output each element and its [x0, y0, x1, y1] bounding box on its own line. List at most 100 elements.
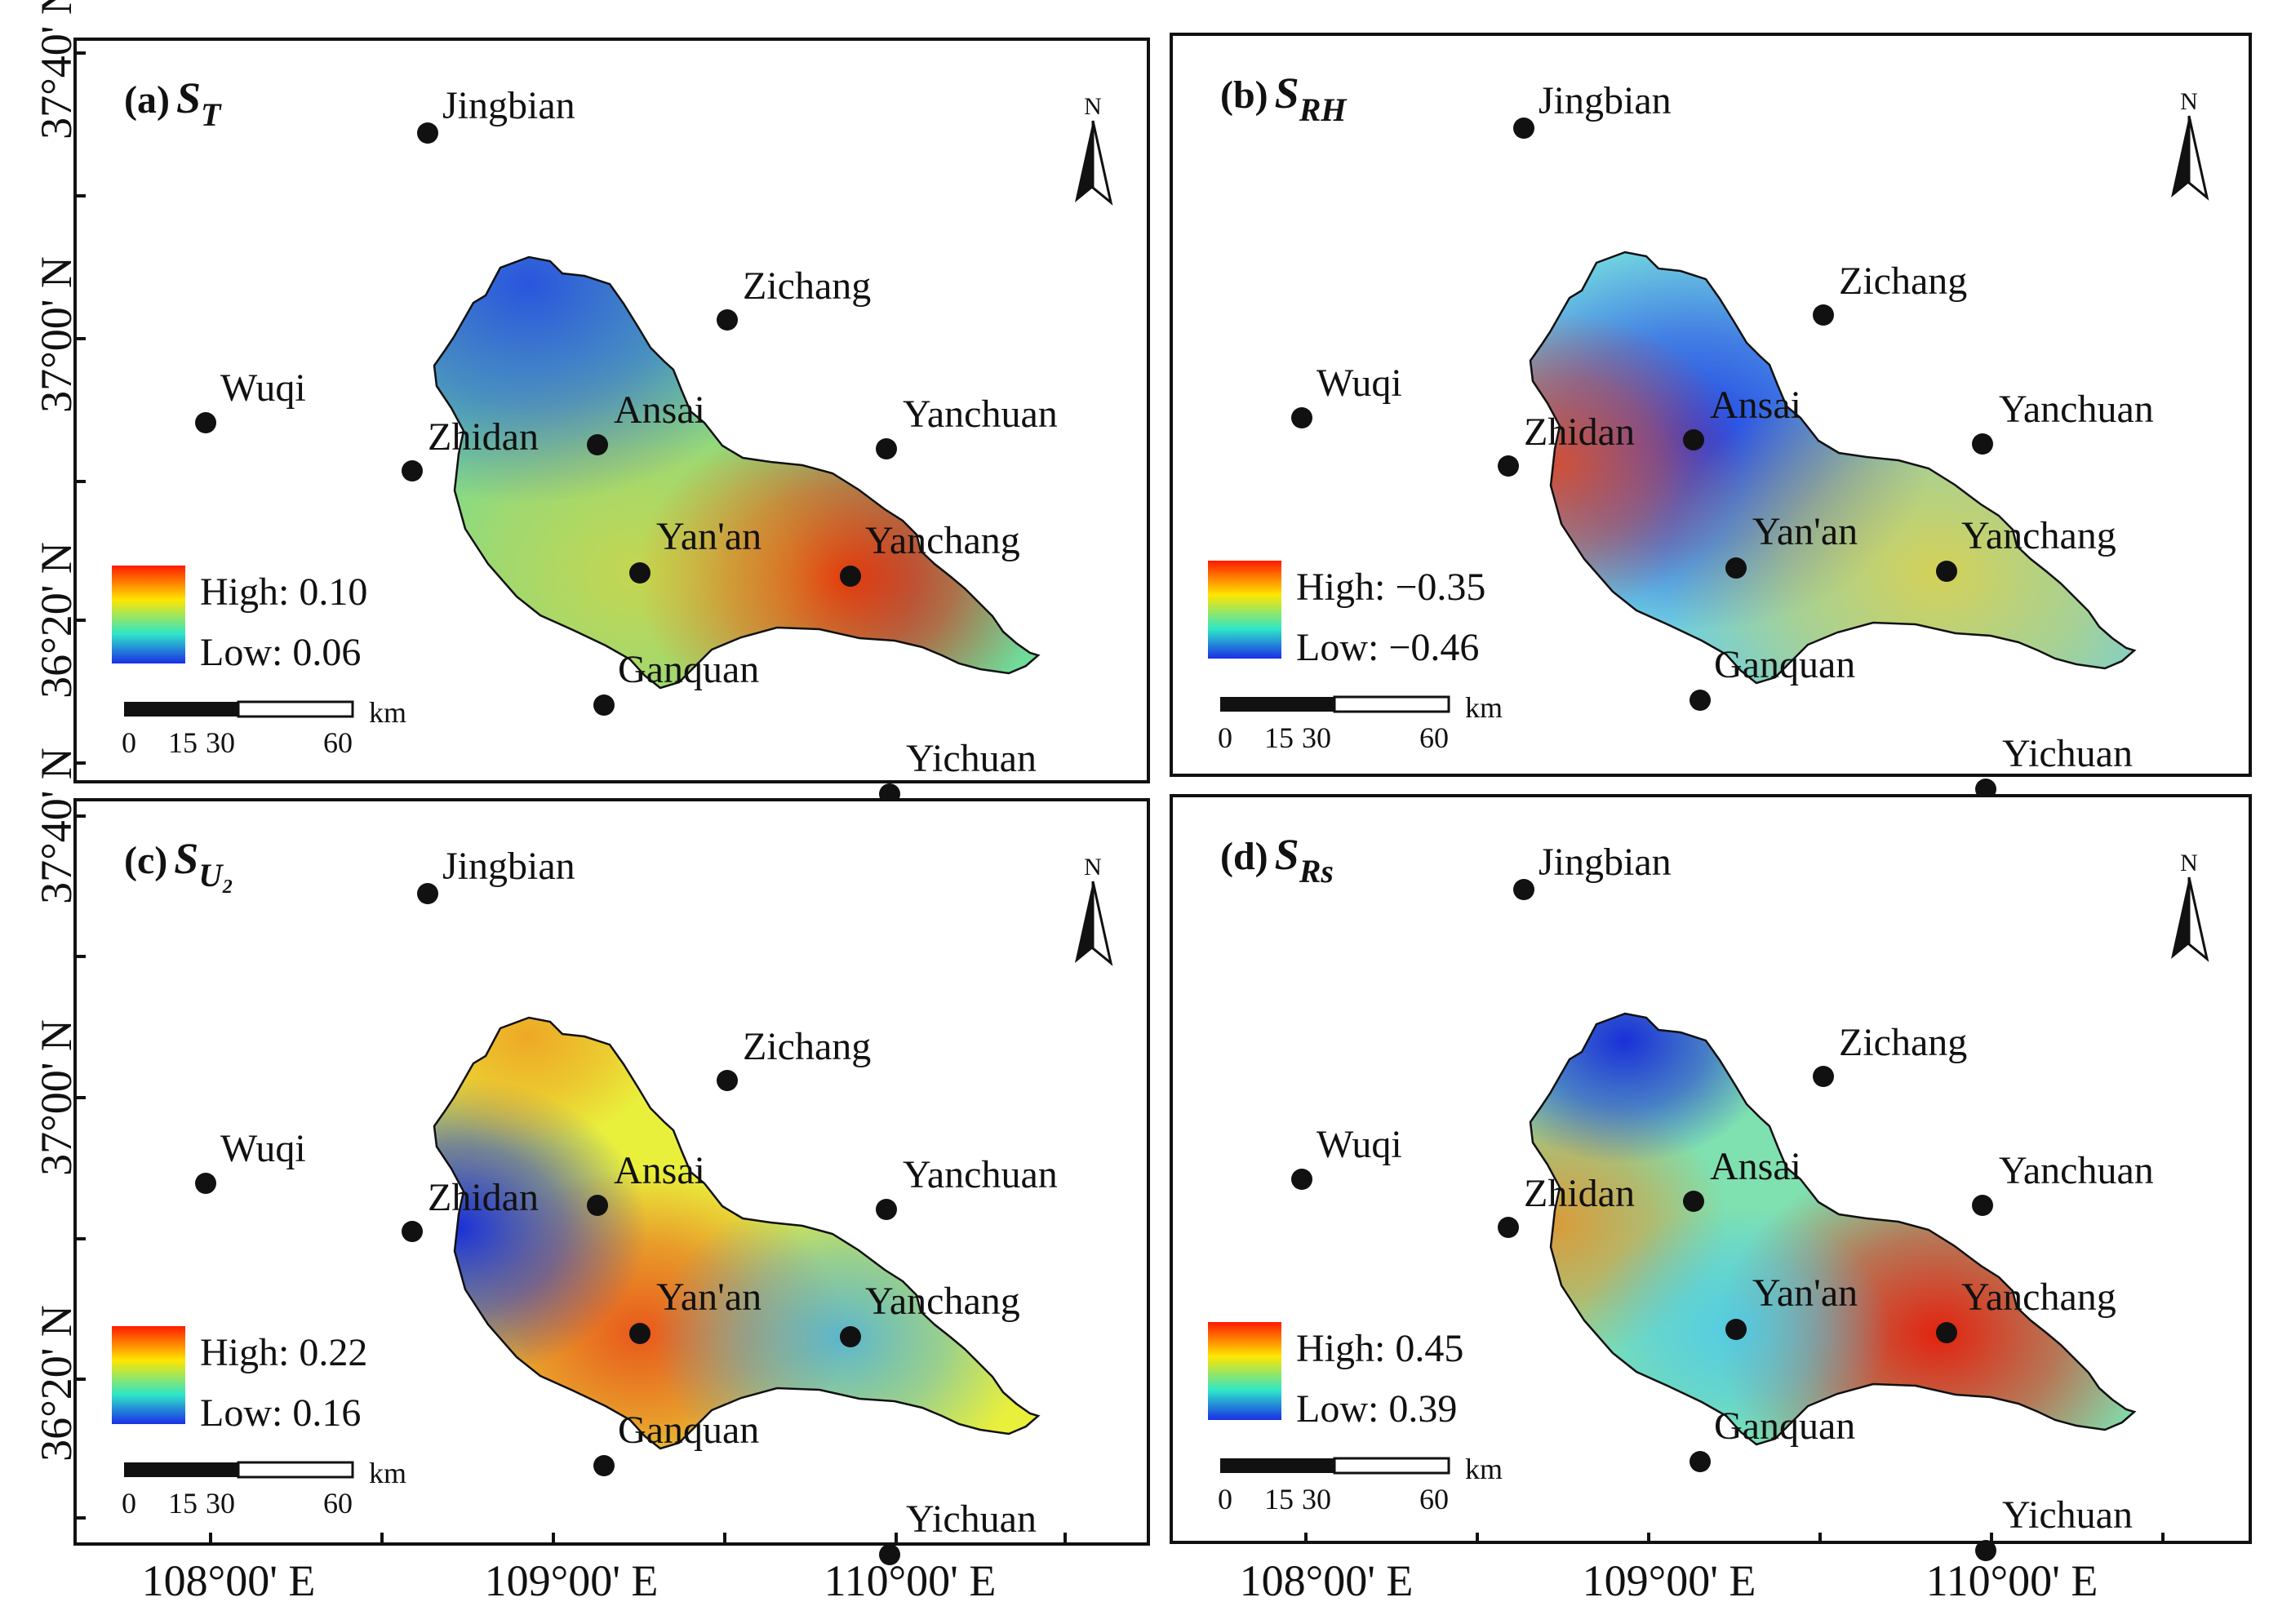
hotspot-n — [434, 1018, 665, 1147]
station-zichang-label: Zichang — [743, 1025, 871, 1068]
station-wuqi-label: Wuqi — [220, 366, 306, 410]
station-zichang-dot — [1813, 1066, 1834, 1087]
station-yanan-dot — [1725, 557, 1747, 579]
station-yichuan-label: Yichuan — [906, 737, 1037, 780]
scale-unit: km — [369, 1457, 406, 1489]
station-ganquan-label: Ganquan — [1714, 1404, 1855, 1448]
legend-high: High: 0.10 — [200, 570, 367, 614]
legend-low: Low: 0.16 — [200, 1391, 361, 1435]
station-ansai-dot — [1683, 1191, 1704, 1212]
station-yanan-label: Yan'an — [656, 1276, 762, 1319]
station-yanchang-label: Yanchang — [1961, 1276, 2116, 1319]
station-ganquan-label: Ganquan — [618, 1409, 759, 1452]
hotspot-nw — [1530, 1014, 1778, 1165]
legend-high: High: −0.35 — [1296, 566, 1485, 609]
scale-white — [1333, 695, 1450, 713]
station-zichang-dot — [717, 1070, 738, 1091]
north-label: N — [1084, 854, 1102, 881]
station-jingbian-label: Jingbian — [1539, 79, 1672, 122]
north-arrow-left — [1075, 881, 1093, 963]
panel-tag: (b) — [1220, 73, 1268, 117]
station-zichang-dot — [717, 309, 738, 331]
scale-bar: 0 15 30 60 km — [1218, 691, 1503, 754]
station-yanan-dot — [1725, 1319, 1747, 1340]
scale-tick: 15 — [168, 726, 198, 759]
station-zhidan-label: Zhidan — [1524, 410, 1635, 454]
panel-b: (b) SRH N Jingbian Zichang Wuqi Ansai Zhidan Yan… — [1170, 33, 2252, 800]
legend-swatch — [112, 1326, 185, 1424]
scale-black — [1220, 697, 1334, 712]
panel-d: (d) SRs N Jingbian Zichang Wuqi Ansai Zhidan Yan… — [1170, 794, 2252, 1561]
north-arrow-left — [2171, 116, 2189, 197]
legend-low: Low: −0.46 — [1296, 626, 1479, 669]
scale-tick: 0 — [122, 726, 136, 759]
scale-bar: 0 15 30 60 km — [1218, 1453, 1503, 1515]
scale-tick: 30 — [1302, 721, 1331, 754]
y-axis-label: 36°20' N — [32, 1305, 81, 1462]
north-arrow-icon: N — [1075, 854, 1113, 966]
x-axis-label: 110°00' E — [1926, 1556, 2098, 1605]
panel-d-title: (d) SRs — [1220, 830, 1334, 890]
station-wuqi-label: Wuqi — [1317, 362, 1402, 405]
x-axis-label: 108°00' E — [142, 1556, 316, 1605]
basin-outline — [433, 1016, 1041, 1450]
scale-tick: 60 — [1419, 721, 1449, 754]
basin-outline — [1529, 251, 2137, 685]
x-axis-label: 109°00' E — [1583, 1556, 1756, 1605]
basin-outline — [433, 255, 1041, 690]
station-ansai-dot — [1683, 429, 1704, 450]
scale-tick: 30 — [206, 726, 235, 759]
station-wuqi-dot — [195, 1173, 216, 1194]
x-axis-label: 110°00' E — [824, 1556, 997, 1605]
station-zichang-label: Zichang — [743, 264, 871, 308]
north-arrow-left — [2171, 877, 2189, 959]
scale-unit: km — [1465, 691, 1503, 724]
y-axis-label: 36°20' N — [32, 542, 81, 699]
station-yanchang-dot — [1936, 561, 1957, 582]
north-arrow-right — [1091, 881, 1113, 966]
station-ganquan-label: Ganquan — [618, 648, 759, 691]
station-jingbian-label: Jingbian — [442, 84, 575, 127]
station-ganquan-dot — [593, 1455, 615, 1476]
north-arrow-right — [2187, 115, 2209, 201]
scale-tick: 60 — [323, 726, 353, 759]
panel-c: (c) SU₂ N Jingbian Zichang Wuqi Ansai Zhidan Yan… — [73, 798, 1150, 1565]
station-zhidan-label: Zhidan — [428, 415, 539, 459]
panel-subscript: Rs — [1299, 853, 1334, 890]
scale-tick: 15 — [168, 1487, 198, 1520]
legend: High: −0.35 Low: −0.46 — [1208, 561, 1485, 669]
station-yanchang-label: Yanchang — [1961, 514, 2116, 557]
y-axis-label: 37°00' N — [32, 256, 81, 413]
station-yanchuan-label: Yanchuan — [1999, 388, 2154, 431]
legend-low: Low: 0.39 — [1296, 1387, 1457, 1431]
station-ansai-label: Ansai — [614, 388, 705, 432]
station-yanchang-dot — [840, 566, 861, 587]
station-yanchuan-dot — [876, 438, 897, 459]
station-ganquan-dot — [1690, 1451, 1711, 1472]
panel-symbol: S — [1275, 69, 1299, 118]
station-wuqi-dot — [1291, 407, 1312, 428]
station-ansai-dot — [587, 434, 608, 455]
scale-white — [237, 1461, 354, 1479]
station-ansai-label: Ansai — [614, 1149, 705, 1192]
station-yanan-label: Yan'an — [1752, 510, 1858, 553]
scale-bar: 0 15 30 60 km — [122, 696, 406, 759]
scale-unit: km — [369, 696, 406, 729]
scale-tick: 0 — [1218, 1483, 1232, 1515]
station-yanchuan-dot — [1972, 433, 1993, 455]
hotspot-nw — [434, 257, 802, 504]
y-axis-label: 37°00' N — [32, 1019, 81, 1176]
station-yanan-dot — [629, 562, 651, 583]
station-yanchuan-dot — [1972, 1195, 1993, 1216]
station-ansai-label: Ansai — [1710, 384, 1801, 427]
panel-tag: (c) — [124, 839, 167, 882]
scale-tick: 30 — [206, 1487, 235, 1520]
station-zhidan-dot — [1498, 455, 1519, 477]
scale-black — [1220, 1458, 1334, 1473]
station-yanchuan-label: Yanchuan — [903, 1153, 1058, 1196]
station-zichang-dot — [1813, 304, 1834, 326]
station-wuqi-dot — [195, 412, 216, 433]
panel-c-title: (c) SU₂ — [124, 834, 233, 894]
scale-white — [237, 700, 354, 718]
north-arrow-right — [2187, 876, 2209, 962]
